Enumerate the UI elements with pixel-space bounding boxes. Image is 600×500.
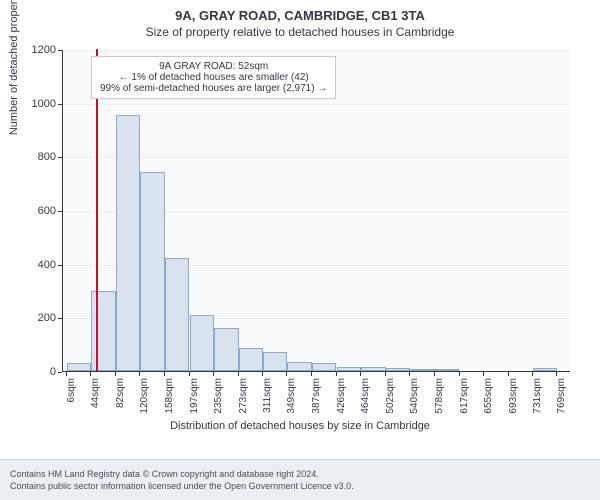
x-tick-mark (115, 372, 116, 376)
histogram-bar (361, 367, 385, 371)
y-tick-mark (58, 318, 62, 319)
x-tick-mark (459, 372, 460, 376)
x-tick-label: 82sqm (115, 378, 126, 418)
annotation-line-2: ← 1% of detached houses are smaller (42) (100, 72, 327, 83)
y-tick-label: 1000 (6, 98, 56, 110)
y-tick-label: 0 (6, 366, 56, 378)
x-tick-label: 6sqm (66, 378, 77, 418)
histogram-bar (239, 348, 263, 371)
x-tick-mark (434, 372, 435, 376)
x-tick-label: 502sqm (385, 378, 396, 418)
x-tick-mark (164, 372, 165, 376)
x-tick-label: 464sqm (360, 378, 371, 418)
x-tick-label: 120sqm (139, 378, 150, 418)
y-tick-label: 400 (6, 259, 56, 271)
y-tick-mark (58, 372, 62, 373)
y-tick-mark (58, 157, 62, 158)
histogram-bar (190, 315, 214, 371)
x-tick-label: 655sqm (483, 378, 494, 418)
x-tick-mark (360, 372, 361, 376)
y-tick-mark (58, 50, 62, 51)
x-tick-label: 387sqm (311, 378, 322, 418)
histogram-bar (337, 367, 361, 371)
x-tick-label: 349sqm (286, 378, 297, 418)
x-tick-label: 158sqm (164, 378, 175, 418)
histogram-bar (91, 291, 115, 372)
y-tick-mark (58, 265, 62, 266)
x-tick-label: 578sqm (434, 378, 445, 418)
histogram-bar (410, 369, 434, 371)
histogram-bar (435, 369, 459, 371)
x-tick-mark (311, 372, 312, 376)
histogram-bar (140, 172, 164, 371)
x-tick-mark (483, 372, 484, 376)
annotation-line-1: 9A GRAY ROAD: 52sqm (100, 61, 327, 72)
x-tick-mark (409, 372, 410, 376)
histogram-bar (287, 362, 311, 371)
x-tick-label: 426sqm (336, 378, 347, 418)
y-tick-label: 800 (6, 151, 56, 163)
gridline (63, 104, 570, 105)
x-tick-mark (286, 372, 287, 376)
annotation-box: 9A GRAY ROAD: 52sqm ← 1% of detached hou… (91, 56, 336, 99)
y-tick-mark (58, 104, 62, 105)
x-tick-label: 693sqm (508, 378, 519, 418)
y-tick-mark (58, 211, 62, 212)
plot-area: 9A GRAY ROAD: 52sqm ← 1% of detached hou… (62, 50, 570, 372)
x-tick-mark (532, 372, 533, 376)
histogram-bar (533, 368, 557, 371)
x-tick-label: 235sqm (213, 378, 224, 418)
title-sub: Size of property relative to detached ho… (0, 23, 600, 39)
chart-container: Number of detached properties 9A GRAY RO… (0, 42, 600, 422)
x-tick-mark (262, 372, 263, 376)
x-tick-label: 44sqm (90, 378, 101, 418)
title-main: 9A, GRAY ROAD, CAMBRIDGE, CB1 3TA (0, 0, 600, 23)
y-tick-label: 1200 (6, 44, 56, 56)
histogram-bar (386, 368, 410, 371)
histogram-bar (214, 328, 238, 371)
x-tick-label: 540sqm (409, 378, 420, 418)
x-tick-label: 731sqm (532, 378, 543, 418)
y-tick-label: 200 (6, 312, 56, 324)
histogram-bar (67, 363, 91, 371)
histogram-bar (312, 363, 336, 371)
x-tick-label: 273sqm (238, 378, 249, 418)
x-axis-title: Distribution of detached houses by size … (0, 420, 600, 432)
x-tick-label: 769sqm (556, 378, 567, 418)
x-tick-mark (139, 372, 140, 376)
footer-line-2: Contains public sector information licen… (10, 480, 590, 492)
x-tick-mark (189, 372, 190, 376)
y-tick-label: 600 (6, 205, 56, 217)
x-tick-mark (90, 372, 91, 376)
x-tick-mark (66, 372, 67, 376)
x-tick-mark (213, 372, 214, 376)
y-axis-title: Number of detached properties (8, 0, 20, 135)
x-tick-mark (508, 372, 509, 376)
x-tick-label: 311sqm (262, 378, 273, 418)
histogram-bar (116, 115, 140, 371)
annotation-line-3: 99% of semi-detached houses are larger (… (100, 83, 327, 94)
footer-line-1: Contains HM Land Registry data © Crown c… (10, 468, 590, 480)
gridline (63, 50, 570, 51)
x-tick-mark (385, 372, 386, 376)
x-tick-mark (238, 372, 239, 376)
histogram-bar (165, 258, 189, 371)
x-tick-label: 617sqm (459, 378, 470, 418)
x-tick-label: 197sqm (189, 378, 200, 418)
x-tick-mark (556, 372, 557, 376)
footer: Contains HM Land Registry data © Crown c… (0, 459, 600, 500)
histogram-bar (263, 352, 287, 371)
x-tick-mark (336, 372, 337, 376)
